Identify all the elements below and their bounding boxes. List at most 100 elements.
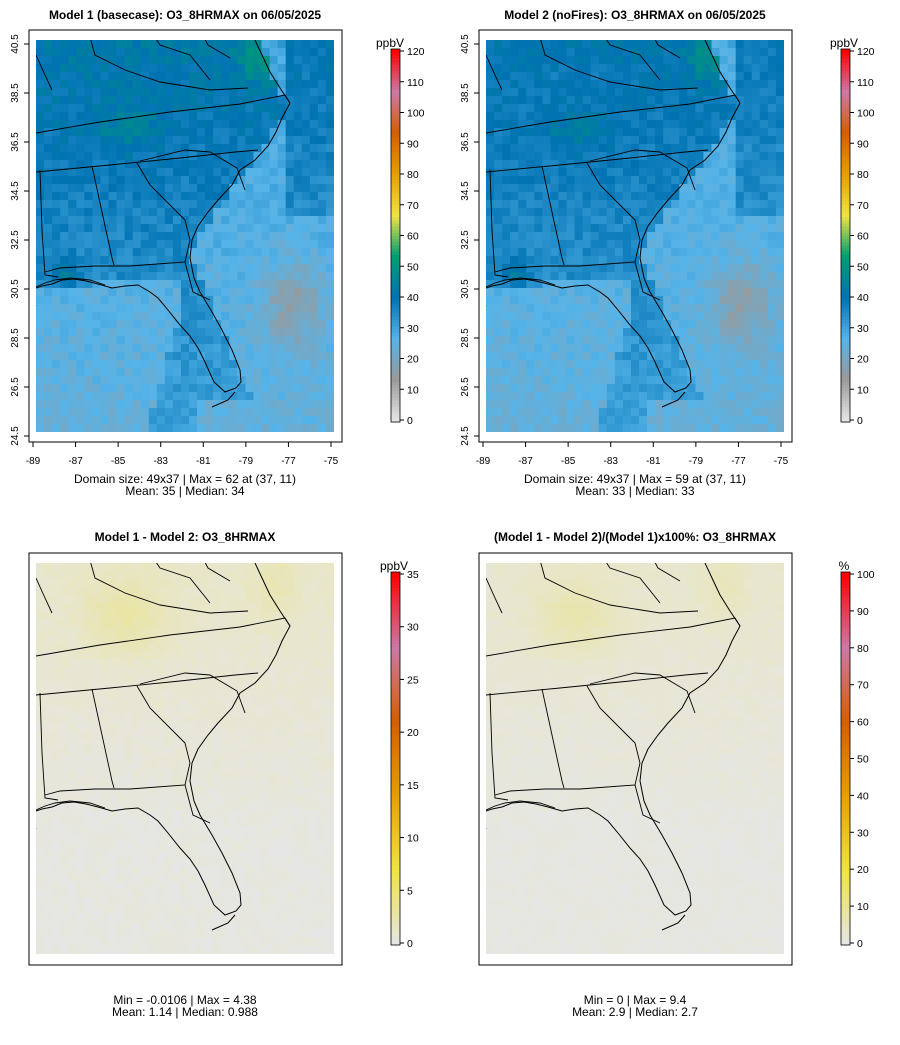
heatmap-cell [735, 120, 745, 129]
heatmap-cell [647, 64, 656, 73]
heatmap-cell [197, 408, 206, 417]
heatmap-cell [687, 192, 696, 201]
heatmap-cell [325, 563, 334, 572]
heatmap-cell [542, 248, 552, 257]
heatmap-cell [317, 722, 327, 732]
heatmap-cell [68, 730, 77, 740]
heatmap-cell [759, 192, 769, 201]
heatmap-cell [269, 48, 279, 57]
heatmap-cell [229, 368, 238, 377]
heatmap-cell [317, 56, 327, 65]
colorbar-step [391, 412, 400, 417]
heatmap-cell [140, 754, 150, 764]
heatmap-cell [84, 96, 93, 105]
colorbar-tick-label: 60 [857, 231, 869, 243]
heatmap-cell [197, 360, 206, 369]
colorbar-step [391, 400, 400, 404]
heatmap-cell [687, 416, 696, 425]
heatmap-cell [574, 280, 584, 289]
heatmap-cell [510, 368, 519, 377]
heatmap-cell [108, 272, 118, 281]
heatmap-cell [92, 770, 102, 780]
heatmap-cell [285, 368, 295, 377]
heatmap-cell [317, 642, 327, 652]
heatmap-cell [140, 392, 150, 401]
heatmap-cell [277, 184, 287, 193]
heatmap-cell [132, 602, 142, 612]
heatmap-cell [622, 104, 632, 113]
heatmap-cell [647, 408, 656, 417]
heatmap-cell [606, 288, 616, 297]
heatmap-cell [148, 384, 158, 393]
heatmap-cell [164, 304, 174, 313]
heatmap-cell [36, 144, 45, 153]
heatmap-cell [261, 602, 271, 612]
heatmap-cell [735, 224, 745, 233]
heatmap-cell [116, 80, 126, 89]
heatmap-cell [148, 336, 158, 345]
heatmap-cell [325, 570, 334, 580]
heatmap-cell [156, 200, 166, 209]
heatmap-cell [582, 96, 592, 105]
heatmap-cell [237, 586, 246, 596]
heatmap-cell [116, 304, 126, 313]
heatmap-cell [68, 208, 77, 217]
heatmap-cell [574, 400, 584, 409]
heatmap-cell [550, 96, 560, 105]
colorbar-step [391, 167, 400, 171]
heatmap-cell [197, 96, 206, 105]
heatmap-cell [767, 288, 777, 297]
colorbar-step [391, 306, 400, 311]
heatmap-cell [213, 634, 222, 644]
heatmap-cell [510, 40, 519, 49]
heatmap-cell [237, 224, 246, 233]
heatmap-cell [156, 312, 166, 321]
heatmap-cell [36, 714, 45, 724]
heatmap-cell [309, 570, 319, 580]
heatmap-cell [44, 288, 53, 297]
heatmap-cell [502, 336, 511, 345]
heatmap-cell [253, 136, 263, 145]
heatmap-cell [293, 610, 303, 620]
heatmap-cell [293, 128, 303, 137]
heatmap-cell [639, 376, 648, 385]
heatmap-cell [550, 328, 560, 337]
x-tick-label: -77 [281, 456, 296, 467]
heatmap-cell [124, 384, 134, 393]
heatmap-cell [60, 626, 69, 636]
heatmap-cell [269, 56, 279, 65]
heatmap-cell [205, 416, 214, 425]
colorbar-step [841, 64, 850, 69]
heatmap-cell [574, 376, 584, 385]
heatmap-cell [140, 200, 150, 209]
heatmap-cell [164, 80, 174, 89]
heatmap-cell [293, 690, 303, 700]
heatmap-cell [269, 72, 279, 81]
heatmap-cell [44, 400, 53, 409]
heatmap-cell [285, 722, 295, 732]
heatmap-cell [590, 376, 600, 385]
heatmap-cell [148, 208, 158, 217]
colorbar-step [391, 55, 400, 59]
heatmap-cell [630, 88, 640, 97]
heatmap-cell [735, 48, 745, 57]
colorbar-step [841, 136, 850, 140]
heatmap-cell [293, 650, 303, 660]
heatmap-cell [140, 176, 150, 185]
heatmap-cell [606, 280, 616, 289]
heatmap-cell [663, 184, 672, 193]
heatmap-cell [156, 563, 166, 572]
heatmap-cell [132, 578, 142, 588]
heatmap-cell [221, 674, 230, 684]
heatmap-cell [108, 232, 118, 241]
heatmap-cell [205, 666, 214, 676]
heatmap-cell [542, 336, 552, 345]
heatmap-cell [213, 416, 222, 425]
colorbar-step [391, 89, 400, 94]
heatmap-cell [325, 626, 334, 636]
heatmap-cell [148, 698, 158, 708]
heatmap-cell [606, 160, 616, 169]
colorbar-step [841, 207, 850, 212]
heatmap-cell [550, 88, 560, 97]
heatmap-cell [767, 160, 777, 169]
